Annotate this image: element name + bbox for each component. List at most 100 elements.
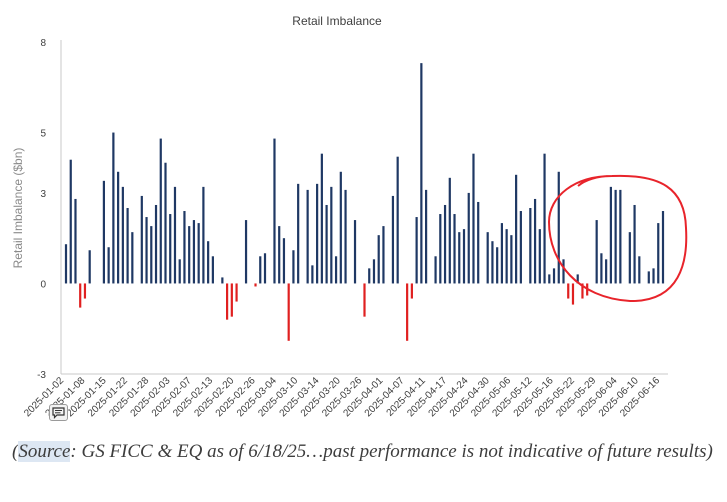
- bar: [533, 198, 537, 284]
- bar: [325, 204, 328, 284]
- bar: [159, 138, 162, 284]
- comment-icon[interactable]: [49, 404, 68, 421]
- y-axis-ticks: 8 5 3 0 -3: [37, 38, 46, 381]
- bar: [567, 283, 570, 299]
- bar: [657, 223, 660, 284]
- bar: [628, 232, 631, 284]
- bar-series: [64, 63, 665, 341]
- bar: [64, 244, 68, 284]
- bar: [226, 283, 229, 320]
- bar: [500, 223, 503, 284]
- chart-title: Retail Imbalance: [292, 14, 382, 28]
- bar: [221, 277, 224, 284]
- bar: [230, 283, 233, 317]
- bar: [368, 268, 371, 284]
- bar: [600, 253, 603, 284]
- bar: [273, 138, 276, 284]
- bar: [107, 247, 110, 284]
- bar: [562, 259, 565, 284]
- bar: [448, 177, 451, 284]
- bar: [102, 180, 105, 284]
- bar: [131, 232, 134, 284]
- bar: [557, 171, 560, 284]
- bar: [244, 220, 248, 284]
- bar: [282, 238, 286, 284]
- bar: [538, 229, 541, 284]
- bar: [377, 235, 380, 284]
- bar: [458, 232, 461, 284]
- bar: [164, 162, 167, 284]
- bar: [453, 214, 456, 284]
- bar: [496, 247, 499, 284]
- bar: [529, 208, 532, 284]
- bar: [145, 217, 148, 284]
- source-caption: (Source: GS FICC & EQ as of 6/18/25…past…: [12, 440, 717, 464]
- bar: [169, 214, 172, 284]
- bar: [330, 186, 333, 284]
- bar: [339, 171, 342, 284]
- bar: [391, 195, 395, 284]
- bar: [519, 211, 522, 284]
- bar: [552, 268, 556, 284]
- bar: [372, 259, 376, 284]
- bar: [211, 256, 214, 284]
- bar: [344, 189, 347, 284]
- bar: [548, 274, 551, 284]
- bar: [505, 229, 508, 284]
- bar: [462, 229, 466, 284]
- bar: [406, 283, 409, 341]
- bar: [353, 220, 357, 284]
- x-axis-tick-labels: 2025-01-022025-01-082025-01-152025-01-22…: [22, 375, 662, 419]
- bar: [259, 256, 262, 284]
- bar: [117, 171, 120, 284]
- bar: [434, 256, 437, 284]
- bar: [292, 250, 295, 284]
- bar: [173, 186, 177, 284]
- chart-svg: Retail Imbalance Retail Imbalance ($bn) …: [11, 14, 688, 419]
- bar: [287, 283, 290, 341]
- bar: [150, 226, 153, 284]
- bar: [74, 198, 77, 284]
- caption-text: : GS FICC & EQ as of 6/18/25…past perfor…: [70, 441, 713, 462]
- bar: [661, 211, 665, 284]
- bar: [197, 223, 200, 284]
- bar: [543, 153, 546, 284]
- bar: [69, 159, 72, 284]
- bar: [652, 268, 655, 284]
- bar: [576, 274, 579, 284]
- bar: [254, 283, 257, 287]
- annotation-circle: [547, 174, 688, 303]
- bar: [510, 235, 513, 284]
- bar: [83, 283, 87, 299]
- bar: [320, 153, 323, 284]
- bar: [477, 201, 480, 284]
- bar: [595, 220, 598, 284]
- bar: [121, 186, 124, 284]
- bar: [235, 283, 238, 302]
- bar: [472, 153, 475, 284]
- bar: [420, 63, 423, 284]
- bar: [491, 241, 494, 284]
- bar: [605, 259, 608, 284]
- bar: [609, 186, 612, 284]
- bar: [311, 265, 314, 284]
- bar: [647, 271, 650, 284]
- bar: [619, 189, 622, 284]
- bar: [263, 253, 267, 284]
- bar: [410, 283, 413, 299]
- bar: [207, 241, 210, 284]
- bar: [154, 204, 158, 284]
- retail-imbalance-chart: Retail Imbalance Retail Imbalance ($bn) …: [11, 14, 688, 419]
- bar: [183, 211, 186, 284]
- bar: [443, 204, 447, 284]
- bar: [614, 189, 617, 284]
- y-tick-label: -3: [37, 370, 46, 381]
- bar: [571, 283, 575, 305]
- bar: [363, 283, 366, 317]
- bar: [467, 192, 470, 284]
- caption-open-paren: (: [12, 441, 19, 462]
- bar: [126, 208, 129, 284]
- bar: [581, 283, 584, 299]
- y-tick-label: 0: [40, 279, 46, 290]
- bar: [515, 174, 518, 284]
